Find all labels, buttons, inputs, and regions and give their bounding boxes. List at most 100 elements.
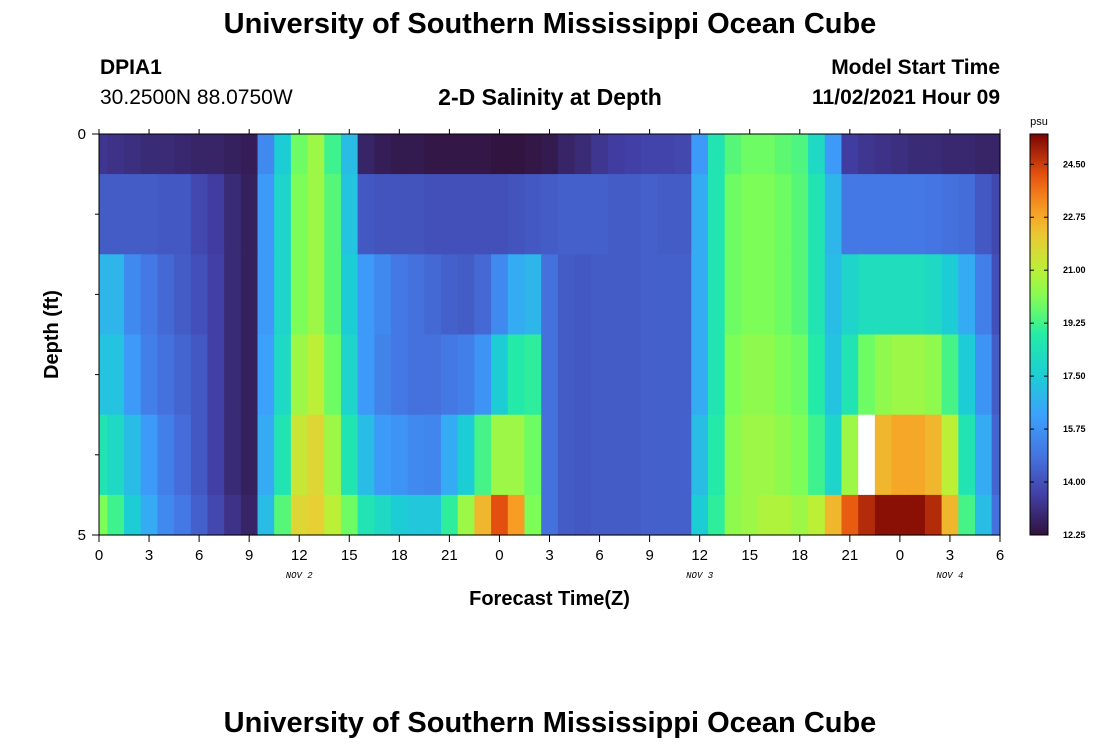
heatmap-cell	[340, 414, 359, 496]
heatmap-cell	[858, 334, 876, 416]
heatmap-cell	[390, 414, 409, 496]
heatmap-cell	[474, 414, 492, 496]
heatmap-cell	[441, 254, 459, 336]
heatmap-cell	[457, 134, 476, 175]
heatmap-cell	[874, 134, 893, 175]
heatmap-cell	[274, 134, 292, 175]
heatmap-cell	[507, 134, 526, 175]
heatmap-cell	[174, 494, 192, 536]
heatmap-cell	[457, 414, 476, 496]
heatmap-cell	[157, 134, 175, 175]
heatmap-cell	[99, 414, 108, 496]
heatmap-cell	[724, 334, 742, 416]
heatmap-cell	[257, 414, 275, 496]
heatmap-cell	[407, 414, 425, 496]
heatmap-cell	[491, 334, 509, 416]
heatmap-cell	[724, 494, 742, 536]
heatmap-cell	[207, 414, 225, 496]
heatmap-cell	[457, 174, 476, 255]
heatmap-cell	[958, 134, 976, 175]
heatmap-cell	[207, 254, 225, 336]
heatmap-cell	[274, 494, 292, 536]
x-tick-label: 15	[341, 547, 358, 564]
heatmap-cell	[541, 334, 559, 416]
heatmap-cell	[224, 494, 242, 536]
heatmap-cell	[924, 134, 943, 175]
x-tick-label: 21	[841, 547, 858, 564]
heatmap-cell	[257, 494, 275, 536]
heatmap-cell	[941, 414, 959, 496]
heatmap-cell	[841, 334, 859, 416]
heatmap-cell	[424, 494, 442, 536]
station-id: DPIA1	[100, 56, 162, 79]
heatmap-cell	[741, 254, 759, 336]
heatmap-cell	[591, 174, 609, 255]
x-tick-label: 18	[791, 547, 808, 564]
heatmap-cell	[891, 494, 909, 536]
heatmap-cell	[624, 334, 642, 416]
heatmap-cell	[841, 174, 859, 255]
x-tick-label: 3	[545, 547, 553, 564]
heatmap-cell	[124, 334, 142, 416]
x-axis: 0 3 6 9 12 15 18 21 0 3 6 9 12 15 18 21 0 3 6 NOV 2 NOV 3 NOV…	[95, 129, 1004, 581]
heatmap-cell	[774, 174, 793, 255]
heatmap-cell	[457, 494, 476, 536]
heatmap-cell	[474, 254, 492, 336]
heatmap-cell	[424, 254, 442, 336]
heatmap-cell	[824, 134, 843, 175]
heatmap-cell	[274, 174, 292, 255]
heatmap-cell	[140, 414, 158, 496]
heatmap-cell	[541, 414, 559, 496]
heatmap-cell	[791, 174, 809, 255]
heatmap-cell	[574, 134, 592, 175]
heatmap-cell	[257, 334, 275, 416]
heatmap-cell	[174, 134, 192, 175]
colorbar-tick-label: 15.75	[1063, 424, 1086, 434]
heatmap-cell	[741, 334, 759, 416]
heatmap-cell	[774, 414, 793, 496]
heatmap-cell	[758, 334, 776, 416]
heatmap-cell	[407, 134, 425, 175]
heatmap-cell	[924, 494, 943, 536]
y-axis: 05	[78, 126, 99, 544]
heatmap-cell	[491, 174, 509, 255]
heatmap-cell	[674, 334, 692, 416]
heatmap-cell	[724, 174, 742, 255]
heatmap-cell	[257, 254, 275, 336]
heatmap-cell	[140, 334, 158, 416]
heatmap-cell	[774, 494, 793, 536]
heatmap-cell	[190, 414, 209, 496]
heatmap-cell	[407, 334, 425, 416]
heatmap-cell	[407, 494, 425, 536]
heatmap-cell	[691, 414, 709, 496]
heatmap-cell	[708, 134, 726, 175]
heatmap-cell	[974, 254, 993, 336]
heatmap-cell	[924, 174, 943, 255]
heatmap-cell	[657, 414, 676, 496]
heatmap-cell	[224, 174, 242, 255]
model-start-label: Model Start Time	[831, 56, 1000, 79]
heatmap-cell	[824, 174, 843, 255]
heatmap-cell	[207, 334, 225, 416]
y-tick-label: 0	[78, 126, 86, 143]
heatmap-cell	[357, 334, 375, 416]
heatmap-cell	[808, 254, 826, 336]
y-axis-title: Depth (ft)	[41, 290, 63, 379]
heatmap-cell	[374, 494, 392, 536]
colorbar-tick-label: 22.75	[1063, 212, 1086, 222]
heatmap-cell	[657, 174, 676, 255]
heatmap-cell	[474, 494, 492, 536]
heatmap-cell	[891, 174, 909, 255]
heatmap-cell	[858, 134, 876, 175]
heatmap-cell	[541, 254, 559, 336]
heatmap-cell	[708, 414, 726, 496]
heatmap-cell	[808, 134, 826, 175]
heatmap-cell	[190, 134, 209, 175]
heatmap-cell	[307, 174, 325, 255]
heatmap-cell	[207, 134, 225, 175]
heatmap-cell	[691, 134, 709, 175]
heatmap-cell	[624, 174, 642, 255]
heatmap-cell	[858, 254, 876, 336]
heatmap-cell	[507, 254, 526, 336]
